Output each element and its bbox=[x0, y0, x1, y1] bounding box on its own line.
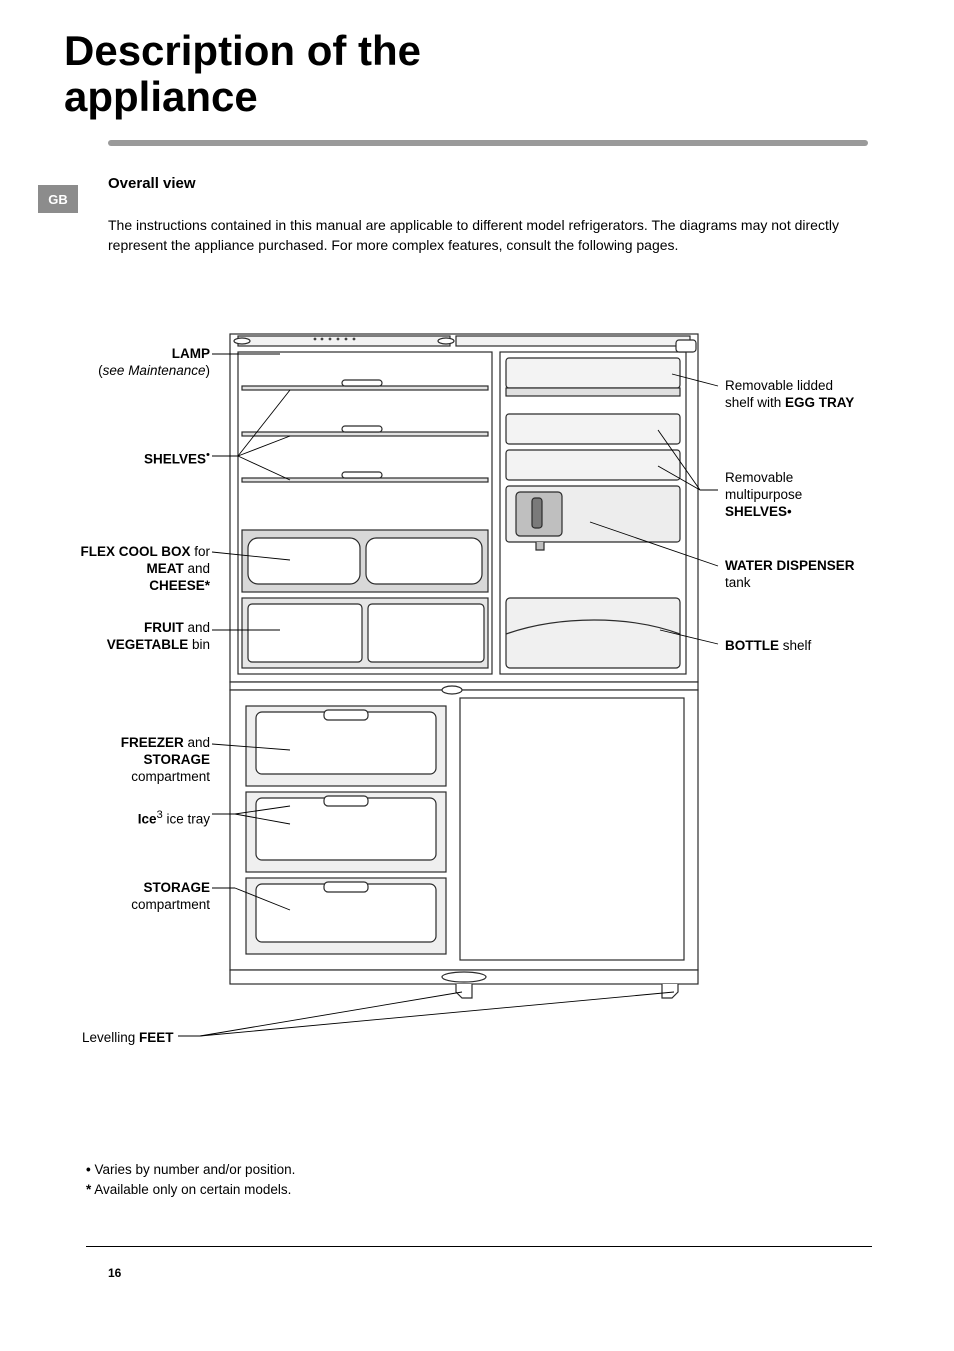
label-water-dispenser: WATER DISPENSER tank bbox=[725, 558, 885, 592]
label-levelling-feet: Levelling FEET bbox=[82, 1030, 212, 1047]
section-heading-overall-view: Overall view bbox=[108, 175, 196, 192]
footnotes: • Varies by number and/or position. * Av… bbox=[86, 1160, 295, 1201]
label-ice-tray: Ice3 ice tray bbox=[60, 808, 210, 828]
label-shelves: SHELVES• bbox=[60, 448, 210, 468]
fridge-svg bbox=[60, 330, 880, 1060]
title-line-2: appliance bbox=[64, 73, 258, 120]
label-bottle-shelf: BOTTLE shelf bbox=[725, 638, 885, 655]
intro-paragraph: The instructions contained in this manua… bbox=[108, 215, 868, 256]
footer-divider bbox=[86, 1246, 872, 1247]
footnote-star: * Available only on certain models. bbox=[86, 1180, 295, 1200]
appliance-diagram: LAMP (see Maintenance) SHELVES• FLEX COO… bbox=[60, 330, 880, 1060]
title-divider bbox=[108, 140, 868, 146]
language-tab-gb: GB bbox=[38, 185, 78, 213]
label-flex-cool-box: FLEX COOL BOX for MEAT and CHEESE* bbox=[60, 544, 210, 595]
label-lamp: LAMP (see Maintenance) bbox=[60, 346, 210, 380]
label-fruit-veg-bin: FRUIT and VEGETABLE bin bbox=[60, 620, 210, 654]
title-line-1: Description of the bbox=[64, 27, 421, 74]
page-title: Description of the appliance bbox=[64, 28, 421, 120]
page-number: 16 bbox=[108, 1266, 121, 1280]
label-freezer-storage: FREEZER and STORAGE compartment bbox=[60, 735, 210, 786]
label-storage-compartment: STORAGE compartment bbox=[60, 880, 210, 914]
label-removable-shelves: Removable multipurpose SHELVES• bbox=[725, 470, 885, 521]
footnote-bullet: • Varies by number and/or position. bbox=[86, 1160, 295, 1180]
label-egg-tray: Removable lidded shelf with EGG TRAY bbox=[725, 378, 885, 412]
